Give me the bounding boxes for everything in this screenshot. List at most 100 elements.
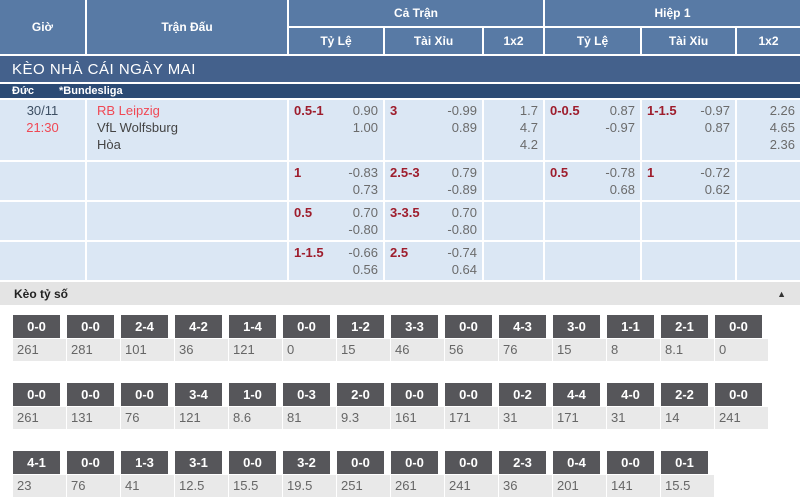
odds-value[interactable]: -0.80 — [447, 222, 477, 237]
score-cell[interactable]: 0-2 31 — [499, 383, 552, 429]
odds-line: 3-3.5 0.70 — [385, 204, 482, 221]
score-odds: 31 — [499, 407, 552, 429]
odds-value[interactable]: 4.65 — [769, 120, 795, 135]
score-cell[interactable]: 0-0 241 — [445, 451, 498, 497]
odds-value[interactable]: -0.97 — [700, 103, 730, 118]
score-cell[interactable]: 0-0 131 — [67, 383, 120, 429]
odds-value[interactable]: -0.83 — [348, 165, 378, 180]
score-cell[interactable]: 2-2 14 — [661, 383, 714, 429]
odds-line: 3 -0.99 — [385, 102, 482, 119]
odds-value[interactable]: 0.70 — [352, 205, 378, 220]
match-time-cell — [0, 202, 85, 240]
score-cell[interactable]: 0-0 141 — [607, 451, 660, 497]
score-badge: 0-2 — [499, 383, 546, 406]
score-cell[interactable]: 2-4 101 — [121, 315, 174, 361]
score-cell[interactable]: 1-3 41 — [121, 451, 174, 497]
odds-row: 0.5 0.70 -0.80 3-3.5 0.70 -0.80 — [0, 202, 800, 240]
score-cell[interactable]: 1-1 8 — [607, 315, 660, 361]
odds-value[interactable]: 0.79 — [451, 165, 477, 180]
home-team[interactable]: RB Leipzig — [97, 103, 160, 118]
score-cell[interactable]: 0-0 241 — [715, 383, 768, 429]
score-cell[interactable]: 1-2 15 — [337, 315, 390, 361]
odds-value[interactable]: -0.80 — [348, 222, 378, 237]
score-cell[interactable]: 3-1 12.5 — [175, 451, 228, 497]
odds-value[interactable]: 0.64 — [451, 262, 477, 277]
score-cell[interactable]: 0-0 261 — [13, 383, 66, 429]
odds-value[interactable]: -0.66 — [348, 245, 378, 260]
score-badge: 0-0 — [445, 315, 492, 338]
score-cell[interactable]: 2-1 8.1 — [661, 315, 714, 361]
odds-value[interactable]: 1.7 — [519, 103, 538, 118]
score-cell[interactable]: 0-0 171 — [445, 383, 498, 429]
away-team[interactable]: VfL Wolfsburg — [97, 120, 178, 135]
odds-value[interactable]: -0.78 — [605, 165, 635, 180]
odds-value[interactable]: 0.56 — [352, 262, 378, 277]
score-cell[interactable]: 0-0 76 — [121, 383, 174, 429]
odds-line: 0.68 — [545, 181, 640, 198]
score-cell[interactable]: 4-3 76 — [499, 315, 552, 361]
score-odds: 15.5 — [661, 475, 714, 497]
odds-value[interactable]: 2.26 — [769, 103, 795, 118]
odds-line: 1.00 — [289, 119, 383, 136]
odds-value[interactable]: 4.7 — [519, 120, 538, 135]
odds-value[interactable]: -0.72 — [700, 165, 730, 180]
odds-value[interactable]: 0.62 — [704, 182, 730, 197]
score-cell[interactable]: 0-0 15.5 — [229, 451, 282, 497]
score-cell[interactable]: 2-0 9.3 — [337, 383, 390, 429]
ft-handicap-cell: 0.5 0.70 -0.80 — [289, 202, 383, 240]
score-cell[interactable]: 0-0 261 — [13, 315, 66, 361]
full-time-group-header: Cả Trận — [289, 0, 543, 26]
score-cell[interactable]: 2-3 36 — [499, 451, 552, 497]
odds-value[interactable]: -0.99 — [447, 103, 477, 118]
collapse-arrow-icon[interactable]: ▲ — [777, 288, 786, 299]
score-cell[interactable]: 4-4 171 — [553, 383, 606, 429]
score-cell[interactable]: 3-3 46 — [391, 315, 444, 361]
h1-1x2-subheader: 1x2 — [737, 28, 800, 54]
odds-value[interactable]: 4.2 — [519, 137, 538, 152]
odds-value[interactable]: 0.90 — [352, 103, 378, 118]
odds-value[interactable]: -0.74 — [447, 245, 477, 260]
match-teams-cell — [87, 162, 287, 200]
odds-value[interactable]: -0.97 — [605, 120, 635, 135]
score-cell[interactable]: 0-0 0 — [715, 315, 768, 361]
score-cell[interactable]: 0-0 76 — [67, 451, 120, 497]
score-cell[interactable]: 0-0 261 — [391, 451, 444, 497]
league-row[interactable]: Đức *Bundesliga — [0, 84, 800, 98]
odds-value[interactable]: 0.87 — [609, 103, 635, 118]
score-cell[interactable]: 3-0 15 — [553, 315, 606, 361]
score-cell[interactable]: 3-2 19.5 — [283, 451, 336, 497]
odds-value[interactable]: -0.89 — [447, 182, 477, 197]
draw-label[interactable]: Hòa — [97, 137, 121, 152]
odds-value[interactable]: 0.89 — [451, 120, 477, 135]
odds-value[interactable]: 0.87 — [704, 120, 730, 135]
odds-value[interactable]: 0.70 — [451, 205, 477, 220]
score-cell[interactable]: 0-0 161 — [391, 383, 444, 429]
odds-value[interactable]: 2.36 — [769, 137, 795, 152]
score-cell[interactable]: 0-0 251 — [337, 451, 390, 497]
score-cell[interactable]: 0-3 81 — [283, 383, 336, 429]
score-cell[interactable]: 0-0 56 — [445, 315, 498, 361]
score-cell[interactable]: 0-0 0 — [283, 315, 336, 361]
score-odds: 171 — [553, 407, 606, 429]
score-badge: 0-0 — [715, 383, 762, 406]
score-cell[interactable]: 0-1 15.5 — [661, 451, 714, 497]
score-cell[interactable]: 4-0 31 — [607, 383, 660, 429]
score-odds: 281 — [67, 339, 120, 361]
handicap-line-label: 0.5 — [550, 165, 569, 180]
odds-value[interactable]: 1.00 — [352, 120, 378, 135]
score-cell[interactable]: 4-1 23 — [13, 451, 66, 497]
odds-line: 0.73 — [289, 181, 383, 198]
score-badge: 0-0 — [337, 451, 384, 474]
score-cell[interactable]: 0-0 281 — [67, 315, 120, 361]
score-cell[interactable]: 0-4 201 — [553, 451, 606, 497]
score-cell[interactable]: 4-2 36 — [175, 315, 228, 361]
correct-score-header[interactable]: Kèo tỷ số ▲ — [0, 282, 800, 305]
score-badge: 1-0 — [229, 383, 276, 406]
score-badge: 3-3 — [391, 315, 438, 338]
odds-value[interactable]: 0.73 — [352, 182, 378, 197]
score-cell[interactable]: 1-0 8.6 — [229, 383, 282, 429]
score-badge: 0-3 — [283, 383, 330, 406]
odds-value[interactable]: 0.68 — [609, 182, 635, 197]
score-cell[interactable]: 1-4 121 — [229, 315, 282, 361]
score-cell[interactable]: 3-4 121 — [175, 383, 228, 429]
